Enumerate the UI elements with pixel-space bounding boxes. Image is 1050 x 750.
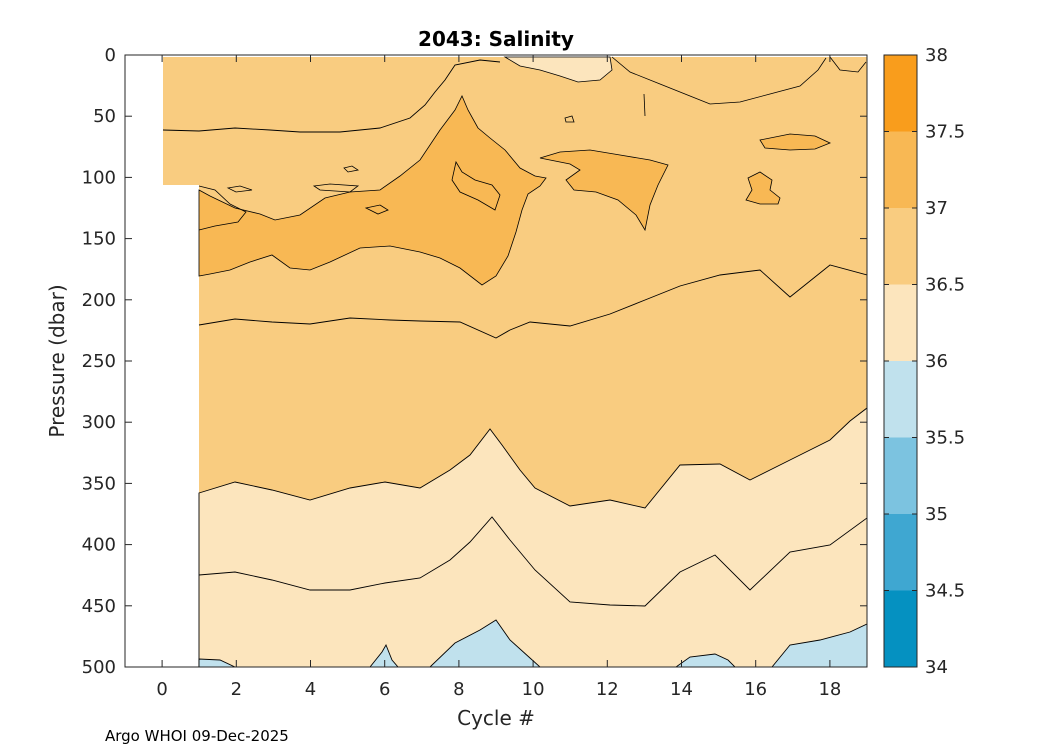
colorbar-segment bbox=[884, 514, 917, 591]
contour-line-36.0 bbox=[198, 516, 867, 607]
x-tick-label: 8 bbox=[453, 679, 464, 700]
contour-line-36.5-surface-far bbox=[829, 56, 867, 73]
colorbar-segment bbox=[884, 590, 917, 667]
contour-fill-35.5-36-a bbox=[429, 619, 541, 667]
colorbar-segment bbox=[884, 208, 917, 285]
contour-fill-35.5-36-c bbox=[771, 623, 867, 667]
contour-small-feature-7 bbox=[643, 93, 646, 117]
contour-fill-37-37.5-lens bbox=[759, 133, 832, 151]
y-tick-label: 500 bbox=[82, 657, 116, 678]
colorbar-label: 38 bbox=[925, 45, 948, 66]
colorbar-label: 35 bbox=[925, 504, 948, 525]
y-tick-label: 200 bbox=[82, 290, 116, 311]
contour-line-37-left bbox=[198, 185, 247, 231]
colorbar-segment bbox=[884, 437, 917, 514]
x-tick-label: 0 bbox=[156, 679, 167, 700]
contour-plot-area bbox=[125, 55, 867, 667]
footer-source: Argo WHOI 09-Dec-2025 bbox=[105, 727, 289, 745]
contour-fill-35.5-36-e bbox=[198, 658, 236, 667]
x-tick-label: 4 bbox=[305, 679, 316, 700]
colorbar-segment bbox=[884, 55, 917, 132]
colorbar-label: 36.5 bbox=[925, 275, 965, 296]
x-tick-label: 16 bbox=[744, 679, 767, 700]
contour-fill-35.5-36-d bbox=[369, 643, 399, 667]
y-tick-label: 450 bbox=[82, 596, 116, 617]
x-axis-label: Cycle # bbox=[457, 706, 535, 730]
y-tick-label: 300 bbox=[82, 412, 116, 433]
contour-small-feature bbox=[451, 160, 501, 211]
colorbar-label: 37.5 bbox=[925, 122, 965, 143]
x-tick-label: 14 bbox=[670, 679, 693, 700]
contour-fill-36-36.5 bbox=[198, 407, 867, 667]
colorbar-segment bbox=[884, 284, 917, 361]
colorbar-segment bbox=[884, 361, 917, 438]
contour-fill-37-37.5-east bbox=[539, 149, 669, 232]
contour-fill-35.5-36-b bbox=[675, 653, 736, 667]
y-tick-label: 100 bbox=[82, 167, 116, 188]
y-axis-label: Pressure (dbar) bbox=[45, 284, 69, 437]
colorbar-label: 34.5 bbox=[925, 581, 965, 602]
contour-fill-37-37.5 bbox=[198, 95, 547, 286]
colorbar-label: 37 bbox=[925, 198, 948, 219]
y-tick-label: 50 bbox=[93, 106, 116, 127]
contour-small-feature-2 bbox=[312, 183, 360, 193]
y-tick-label: 150 bbox=[82, 229, 116, 250]
contour-fill-37-37.5-small bbox=[745, 171, 781, 205]
contour-line-36.5-surface-right bbox=[611, 56, 827, 105]
contour-small-feature-6 bbox=[564, 115, 575, 123]
contour-line-36.5-surface bbox=[162, 59, 501, 133]
chart-title: 2043: Salinity bbox=[418, 27, 574, 51]
y-tick-label: 250 bbox=[82, 351, 116, 372]
contour-small-feature-5 bbox=[226, 185, 253, 193]
y-axis-ticks: 0 50 100 150 200 250 300 350 400 450 500 bbox=[82, 45, 867, 678]
contour-fill-36-36.5-surface bbox=[503, 56, 613, 83]
colorbar-segment bbox=[884, 131, 917, 208]
x-tick-label: 12 bbox=[596, 679, 619, 700]
y-tick-label: 400 bbox=[82, 535, 116, 556]
x-tick-label: 18 bbox=[818, 679, 841, 700]
x-tick-label: 2 bbox=[231, 679, 242, 700]
x-tick-label: 10 bbox=[522, 679, 545, 700]
contour-small-feature-4 bbox=[343, 165, 360, 173]
y-tick-label: 350 bbox=[82, 473, 116, 494]
x-tick-label: 6 bbox=[379, 679, 390, 700]
colorbar-label: 35.5 bbox=[925, 428, 965, 449]
colorbar-label: 34 bbox=[925, 657, 948, 678]
colorbar: 34 34.5 35 35.5 36 36.5 37 37.5 38 bbox=[883, 45, 965, 678]
contour-small-feature-3 bbox=[364, 204, 389, 215]
contour-line-36.5-200dbar bbox=[198, 264, 867, 339]
y-tick-label: 0 bbox=[105, 45, 116, 66]
x-axis-ticks: 0 2 4 6 8 10 12 14 16 18 bbox=[156, 55, 841, 700]
colorbar-label: 36 bbox=[925, 351, 948, 372]
